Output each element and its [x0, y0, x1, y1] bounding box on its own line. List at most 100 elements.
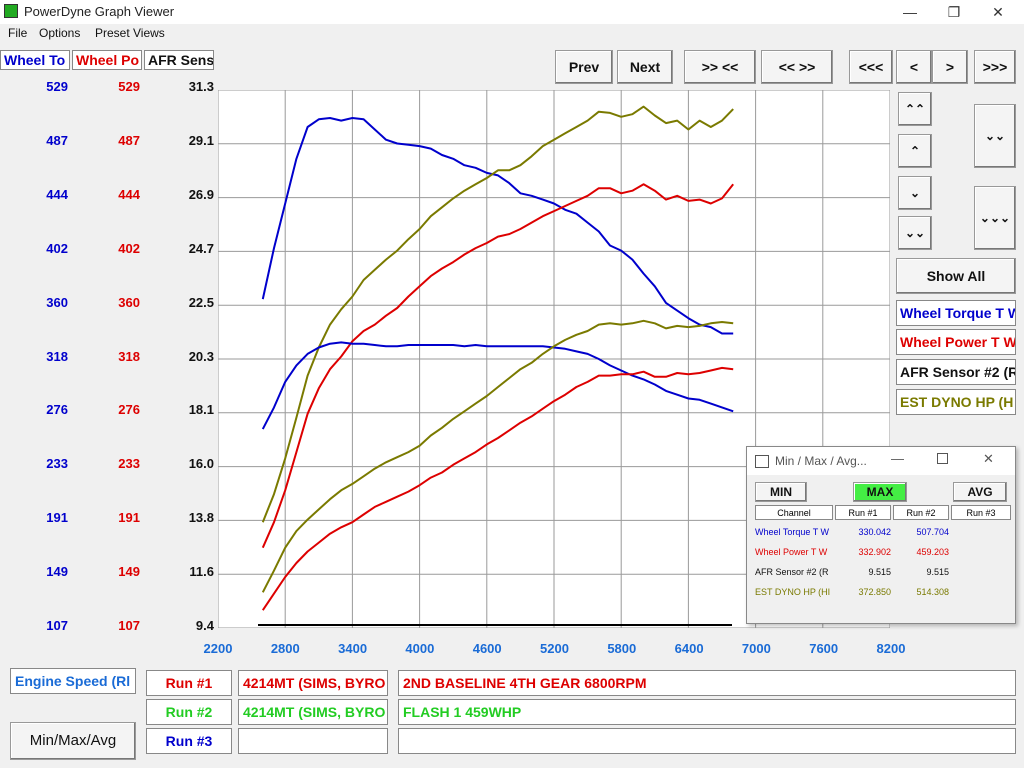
- row-run-1-value: 332.902: [858, 547, 891, 557]
- column-header-power[interactable]: Wheel Po: [72, 50, 142, 70]
- x-tick-label: 2800: [270, 641, 300, 656]
- y-tick-power: 149: [118, 564, 140, 580]
- y-tick-torque: 107: [46, 618, 68, 633]
- expand-down-button[interactable]: ⌄⌄⌄: [974, 186, 1016, 250]
- scroll-down-fast-button[interactable]: ⌄⌄: [898, 216, 932, 250]
- row-run-2-value: 9.515: [926, 567, 949, 577]
- y-tick-power: 107: [118, 618, 140, 633]
- expand-up-button[interactable]: ⌄⌄: [974, 104, 1016, 168]
- x-tick-label: 2200: [203, 641, 233, 656]
- first-button[interactable]: <<<: [849, 50, 893, 84]
- row-run-1-value: 9.515: [868, 567, 891, 577]
- chart-grid: [218, 90, 890, 628]
- dialog-maximize-button[interactable]: [937, 453, 948, 464]
- y-tick-power: 402: [118, 240, 140, 256]
- y-tick-power: 276: [118, 402, 140, 418]
- y-tick-power: 233: [118, 456, 140, 472]
- minimize-button[interactable]: —: [903, 4, 917, 20]
- legend-est-dyno-hp[interactable]: EST DYNO HP (H: [896, 389, 1016, 415]
- x-tick-label: 4600: [472, 641, 502, 656]
- y-tick-afr: 11.6: [189, 564, 214, 580]
- x-tick-label: 6400: [674, 641, 704, 656]
- y-tick-power: 360: [118, 294, 140, 310]
- y-tick-afr: 31.3: [188, 79, 214, 94]
- y-tick-power: 487: [118, 132, 140, 148]
- min-button[interactable]: MIN: [755, 482, 807, 502]
- row-run-1-value: 372.850: [858, 587, 891, 597]
- zoom-in-button[interactable]: >> <<: [684, 50, 756, 84]
- y-tick-torque: 444: [46, 186, 68, 202]
- menu-preset-views[interactable]: Preset Views: [95, 26, 165, 40]
- y-tick-torque: 149: [46, 564, 68, 580]
- legend-afr-sensor[interactable]: AFR Sensor #2 (R: [896, 359, 1016, 385]
- app-icon: [4, 4, 18, 18]
- show-all-button[interactable]: Show All: [896, 258, 1016, 294]
- y-tick-afr: 26.9: [188, 186, 214, 202]
- dialog-close-button[interactable]: ✕: [983, 451, 994, 466]
- dialog-title-bar: [747, 447, 1015, 475]
- x-tick-label: 5800: [607, 641, 637, 656]
- header-run-2: Run #2: [893, 505, 949, 520]
- x-tick-label: 7000: [741, 641, 771, 656]
- series-line-run-1-est-dyno-hp-hi: [261, 319, 734, 593]
- row-channel: AFR Sensor #2 (R: [755, 567, 829, 577]
- min-max-avg-button[interactable]: Min/Max/Avg: [10, 722, 136, 760]
- series-line-run-1-wheel-power-t-w: [261, 366, 734, 611]
- forward-button[interactable]: >: [932, 50, 968, 84]
- x-tick-label: 4000: [405, 641, 435, 656]
- dialog-app-icon: [755, 455, 769, 468]
- x-axis-channel-label[interactable]: Engine Speed (Rl: [10, 668, 136, 694]
- max-button[interactable]: MAX: [853, 482, 907, 502]
- scroll-down-button[interactable]: ⌄: [898, 176, 932, 210]
- y-tick-afr: 13.8: [188, 510, 214, 526]
- row-channel: Wheel Torque T W: [755, 527, 830, 537]
- run-3-label: Run #3: [146, 728, 232, 754]
- y-tick-torque: 529: [46, 79, 68, 94]
- x-tick-label: 8200: [876, 641, 906, 656]
- row-run-1-value: 330.042: [858, 527, 891, 537]
- y-tick-torque: 487: [46, 132, 68, 148]
- y-tick-afr: 16.0: [188, 456, 214, 472]
- prev-button[interactable]: Prev: [555, 50, 613, 84]
- scroll-up-fast-button[interactable]: ⌃⌃: [898, 92, 932, 126]
- close-button[interactable]: ✕: [992, 4, 1004, 20]
- x-tick-label: 7600: [809, 641, 839, 656]
- y-tick-afr: 18.1: [188, 402, 214, 418]
- column-header-torque[interactable]: Wheel To: [0, 50, 70, 70]
- series-line-run-2-est-dyno-hp-hi: [261, 105, 734, 523]
- y-tick-power: 444: [118, 186, 140, 202]
- zoom-out-button[interactable]: << >>: [761, 50, 833, 84]
- column-header-afr[interactable]: AFR Sens: [144, 50, 214, 70]
- back-button[interactable]: <: [896, 50, 932, 84]
- dialog-title: Min / Max / Avg...: [775, 454, 867, 468]
- y-tick-afr: 20.3: [188, 348, 214, 364]
- row-channel: EST DYNO HP (HI: [755, 587, 831, 597]
- y-tick-torque: 318: [46, 348, 68, 364]
- menu-options[interactable]: Options: [39, 26, 81, 40]
- run-2-vehicle: 4214MT (SIMS, BYRO: [238, 699, 388, 725]
- next-button[interactable]: Next: [617, 50, 673, 84]
- legend-wheel-torque[interactable]: Wheel Torque T W: [896, 300, 1016, 326]
- chart-series: [261, 105, 734, 611]
- last-button[interactable]: >>>: [974, 50, 1016, 84]
- legend-wheel-power[interactable]: Wheel Power T W: [896, 329, 1016, 355]
- y-tick-afr: 29.1: [188, 132, 214, 148]
- x-tick-label: 3400: [338, 641, 368, 656]
- header-run-1: Run #1: [835, 505, 891, 520]
- y-tick-power: 318: [118, 348, 140, 364]
- window-title: PowerDyne Graph Viewer: [24, 4, 175, 19]
- dyno-chart[interactable]: [218, 90, 890, 628]
- scroll-up-button[interactable]: ⌃: [898, 134, 932, 168]
- menu-file[interactable]: File: [8, 26, 28, 40]
- min-max-avg-dialog: Min / Max / Avg... — ✕ MIN MAX AVG Chann…: [746, 446, 1016, 624]
- y-tick-torque: 402: [46, 240, 68, 256]
- row-channel: Wheel Power T W: [755, 547, 828, 557]
- run-2-description: FLASH 1 459WHP: [398, 699, 1016, 725]
- run-3-vehicle: [238, 728, 388, 754]
- y-tick-torque: 276: [46, 402, 68, 418]
- dialog-minimize-button[interactable]: —: [891, 451, 904, 466]
- run-1-label: Run #1: [146, 670, 232, 696]
- maximize-button[interactable]: ❐: [947, 4, 961, 20]
- header-channel: Channel: [755, 505, 833, 520]
- avg-button[interactable]: AVG: [953, 482, 1007, 502]
